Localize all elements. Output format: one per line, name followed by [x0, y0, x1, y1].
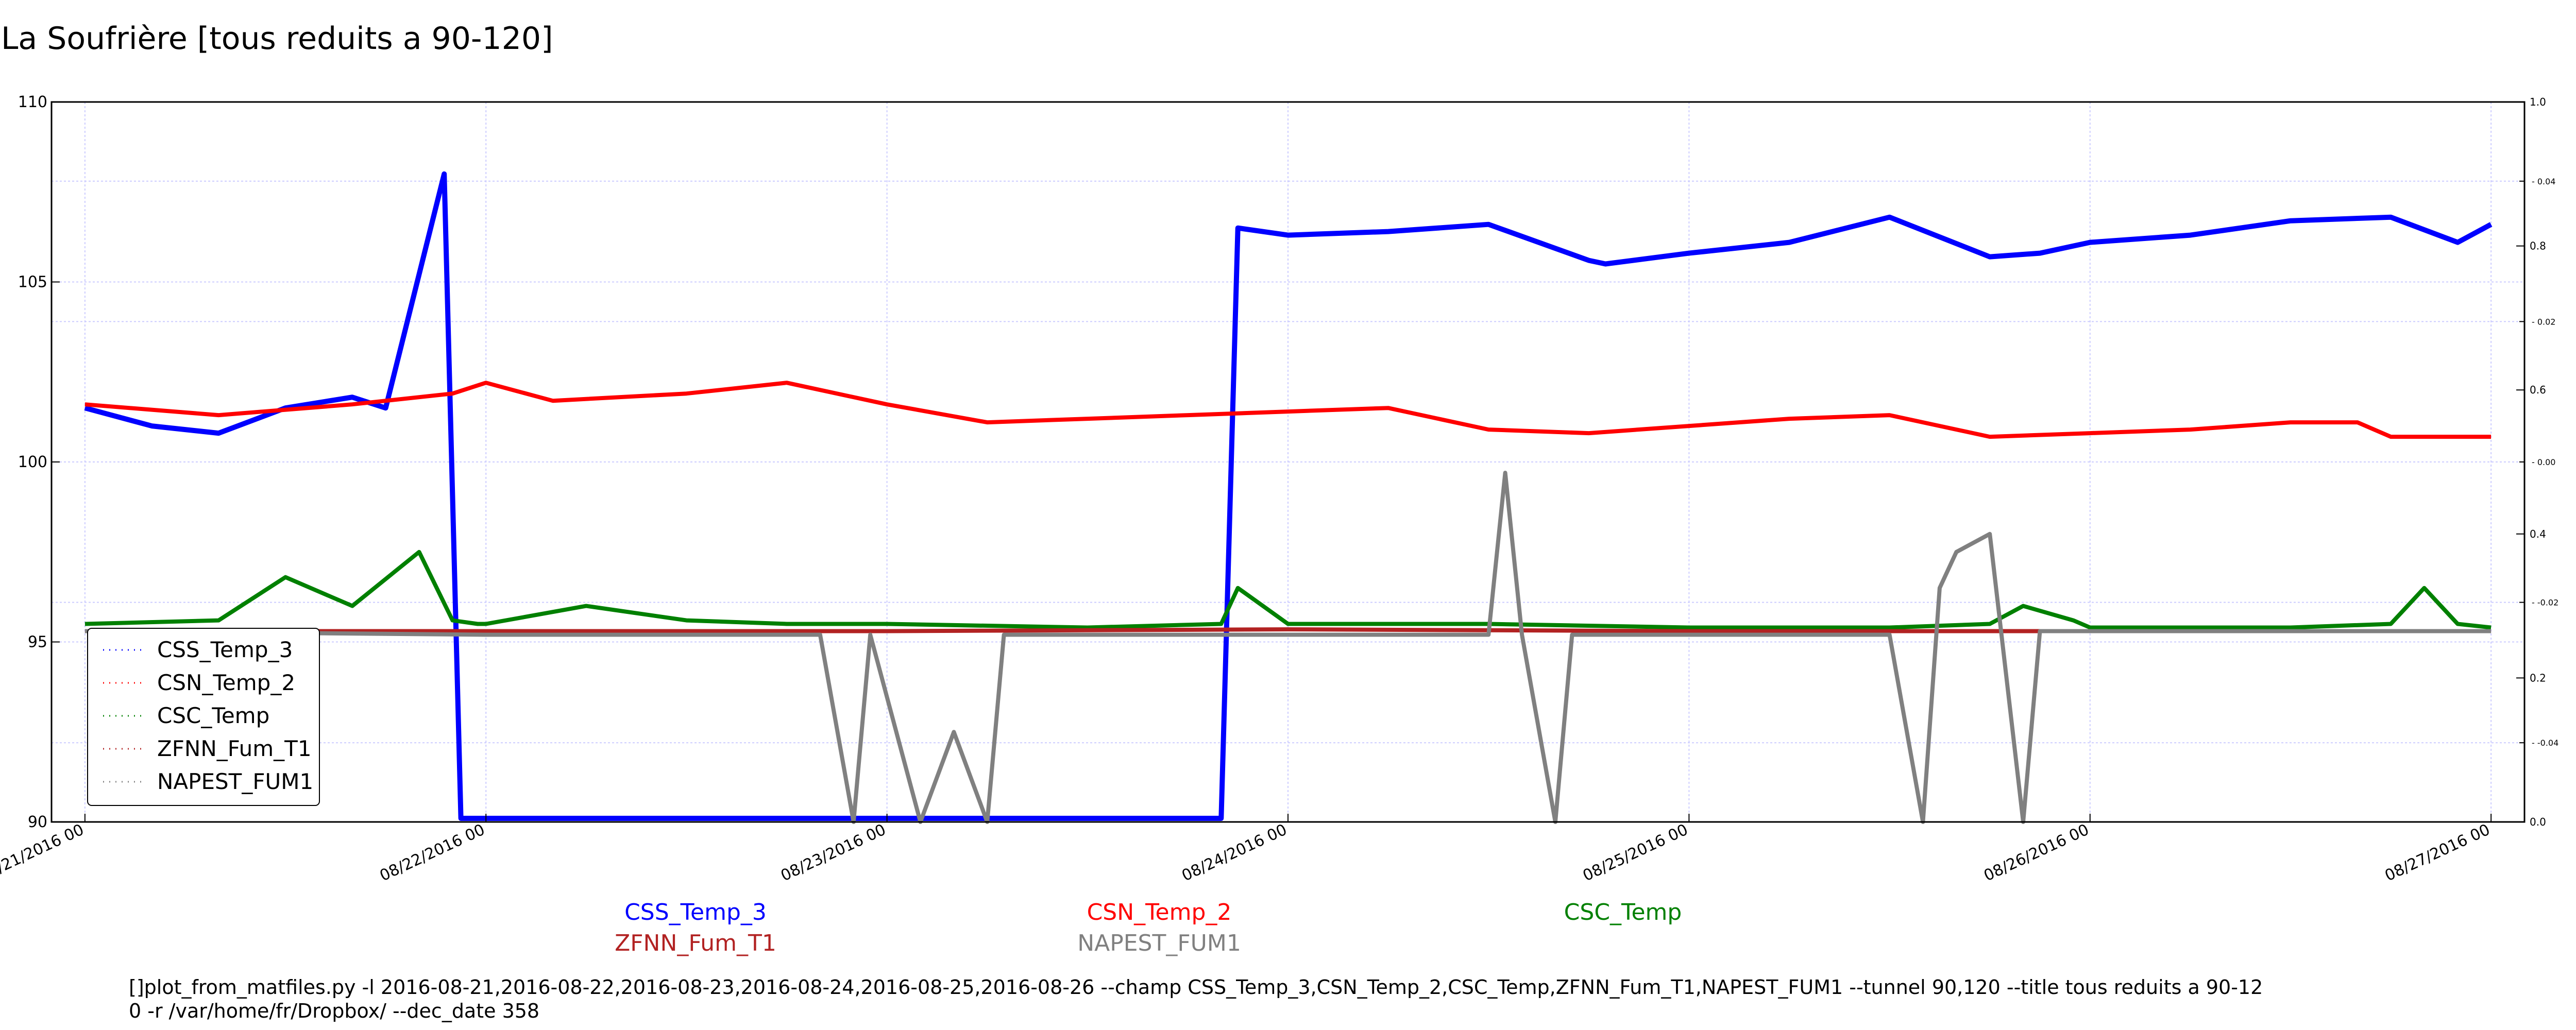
command-line-2: 0 -r /var/home/fr/Dropbox/ --dec_date 35…	[129, 1000, 540, 1022]
x-axis-ticks: 08/21/2016 00 08/22/2016 00 08/23/2016 00 0…	[0, 814, 2493, 885]
legend-label: CSC_Temp	[157, 703, 269, 728]
y-tick-label: 105	[18, 273, 47, 291]
series-line-css-temp-3	[84, 171, 2493, 821]
series-label-napest-fum1: NAPEST_FUM1	[1077, 930, 1241, 956]
command-line-1: []plot_from_matfiles.py -l 2016-08-21,20…	[129, 976, 2263, 999]
series-label-css-temp-3: CSS_Temp_3	[624, 899, 767, 925]
y-tick-label: 110	[18, 93, 47, 111]
right-tick-label: 0.4	[2530, 528, 2546, 540]
right-minor-tick-label: - 0.04	[2532, 177, 2555, 186]
command-line: []plot_from_matfiles.py -l 2016-08-21,20…	[129, 975, 2263, 1023]
legend-label: NAPEST_FUM1	[157, 769, 313, 794]
x-tick-label: 08/26/2016 00	[1981, 821, 2092, 885]
series-line-napest-fum1	[84, 471, 2492, 824]
series-label-csc-temp: CSC_Temp	[1564, 899, 1682, 925]
right-tick-label: 0.6	[2530, 384, 2546, 396]
right-minor-tick-label: - 0.02	[2532, 317, 2555, 327]
right-minor-tick-label: - -0.04	[2532, 738, 2558, 748]
legend-label: CSS_Temp_3	[157, 637, 293, 662]
series-line-csn-temp-2	[84, 381, 2492, 439]
right-tick-label: 0.8	[2530, 240, 2546, 252]
x-tick-label: 08/22/2016 00	[377, 821, 488, 885]
legend-label: CSN_Temp_2	[157, 670, 295, 695]
legend-label: ZFNN_Fum_T1	[157, 736, 312, 761]
y-tick-label: 100	[18, 453, 47, 471]
chart-title: La Soufrière [tous reduits a 90-120]	[1, 21, 553, 57]
series-line-csc-temp	[84, 550, 2492, 630]
right-minor-tick-label: - -0.02	[2532, 598, 2558, 608]
series-label-zfnn-fum-t1: ZFNN_Fum_T1	[615, 930, 776, 956]
x-tick-label: 08/24/2016 00	[1179, 821, 1290, 885]
legend: CSS_Temp_3 CSN_Temp_2 CSC_Temp ZFNN_Fum_T1 N…	[87, 628, 320, 806]
series-label-csn-temp-2: CSN_Temp_2	[1087, 899, 1232, 925]
x-tick-label: 08/27/2016 00	[2382, 821, 2493, 885]
right-tick-label: 1.0	[2530, 96, 2546, 108]
x-tick-label: 08/25/2016 00	[1580, 821, 1691, 885]
right-tick-label: 0.0	[2530, 816, 2546, 828]
y-axis-ticks: 90 95 100 105 110	[18, 93, 60, 831]
right-axis-ticks: 0.0 0.2 0.4 0.6 0.8 1.0 - -0.04 - -0.02 - 0.00 - …	[2516, 96, 2558, 828]
series-lines	[84, 171, 2493, 824]
x-tick-label: 08/23/2016 00	[778, 821, 889, 885]
grid-lines	[52, 101, 2524, 822]
right-minor-tick-label: - 0.00	[2532, 457, 2555, 467]
y-tick-label: 90	[28, 813, 47, 831]
y-tick-label: 95	[28, 633, 47, 651]
right-tick-label: 0.2	[2530, 672, 2546, 684]
legend-box	[87, 628, 320, 806]
